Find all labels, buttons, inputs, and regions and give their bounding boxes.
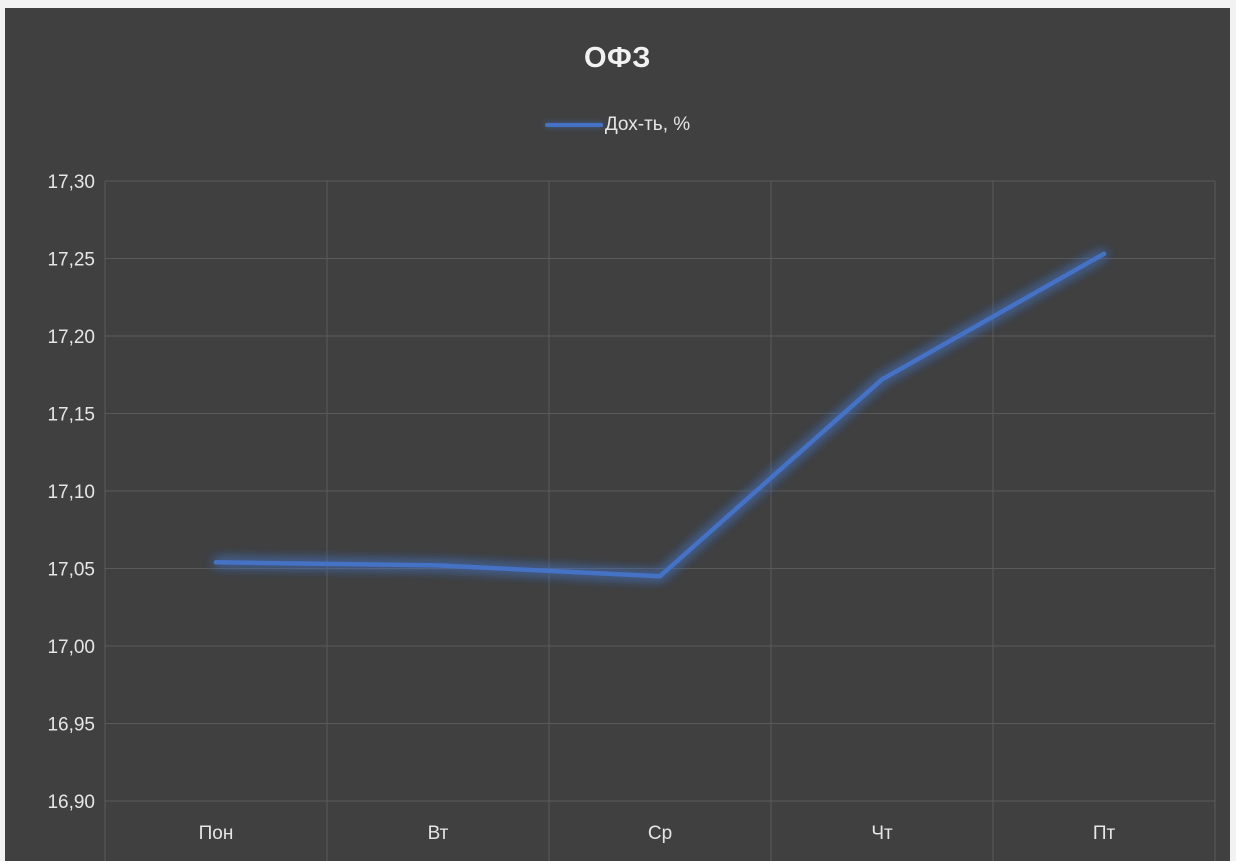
- y-tick-label: 16,90: [47, 792, 95, 813]
- x-tick-label: Пон: [199, 823, 234, 844]
- y-tick-label: 17,10: [47, 482, 95, 503]
- y-tick-label: 17,20: [47, 327, 95, 348]
- y-tick-label: 17,30: [47, 172, 95, 193]
- y-tick-label: 17,05: [47, 560, 95, 581]
- data-point: [880, 377, 884, 382]
- data-point: [658, 574, 662, 579]
- legend: Дох-ть, %: [5, 114, 1230, 136]
- y-tick-label: 17,00: [47, 637, 95, 658]
- data-point: [214, 560, 218, 565]
- gridlines: [104, 180, 1216, 861]
- chart-area: ОФЗ Дох-ть, % 17,30 17,25 17,20 17,15 17,10 1…: [5, 8, 1230, 861]
- x-axis-labels: Пон Вт Ср Чт Пт: [199, 823, 1116, 844]
- plot-area: 17,30 17,25 17,20 17,15 17,10 17,05 17,00 16,95…: [47, 172, 1216, 861]
- data-point: [436, 563, 440, 568]
- series-layer: [213, 251, 1107, 579]
- x-tick-label: Чт: [871, 823, 893, 844]
- y-tick-label: 17,25: [47, 250, 95, 271]
- data-point: [1102, 251, 1106, 256]
- y-axis-labels: 17,30 17,25 17,20 17,15 17,10 17,05 17,00 16,95…: [47, 172, 95, 813]
- chart-title: ОФЗ: [584, 42, 651, 74]
- x-tick-label: Пт: [1093, 823, 1116, 844]
- y-tick-label: 17,15: [47, 405, 95, 426]
- y-tick-label: 16,95: [47, 715, 95, 736]
- x-tick-label: Вт: [428, 823, 449, 844]
- legend-label: Дох-ть, %: [604, 114, 691, 135]
- legend-swatch: [544, 123, 603, 127]
- series-line: [213, 251, 1107, 579]
- x-tick-label: Ср: [648, 823, 672, 844]
